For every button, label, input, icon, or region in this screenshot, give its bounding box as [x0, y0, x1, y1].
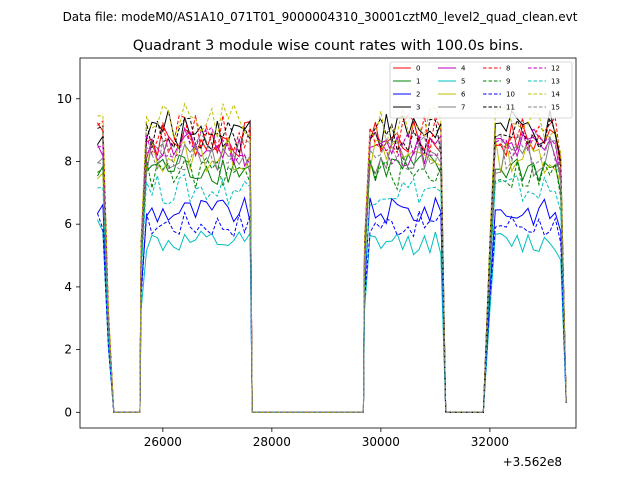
series-line-15 — [97, 132, 567, 413]
legend-label-7: 7 — [461, 104, 465, 112]
series-line-6 — [97, 136, 567, 413]
legend-label-15: 15 — [551, 104, 560, 112]
y-tick-label: 0 — [64, 405, 72, 419]
legend-label-0: 0 — [416, 65, 420, 73]
x-tick-label: 26000 — [144, 435, 182, 449]
y-tick-label: 2 — [64, 343, 72, 357]
legend-box — [389, 61, 573, 119]
axes-layer: 26000 28000 30000 32000 0 2 4 6 8 10 — [57, 92, 509, 449]
legend-label-4: 4 — [461, 65, 466, 73]
x-tick-label: 30000 — [362, 435, 400, 449]
y-tick-label: 10 — [57, 92, 72, 106]
series-line-5 — [96, 219, 567, 413]
suptitle: Data file: modeM0/AS1A10_071T01_90000043… — [63, 10, 578, 24]
series-line-0 — [97, 120, 567, 413]
chart-title: Quadrant 3 module wise count rates with … — [133, 38, 524, 54]
x-tick-label: 32000 — [471, 435, 509, 449]
series-line-8 — [97, 114, 567, 413]
legend-label-2: 2 — [416, 91, 420, 99]
series-line-10 — [96, 209, 567, 413]
legend-label-14: 14 — [551, 91, 560, 99]
legend-label-10: 10 — [506, 91, 515, 99]
legend-label-5: 5 — [461, 78, 465, 86]
legend-label-6: 6 — [461, 91, 466, 99]
series-line-11 — [97, 116, 567, 413]
legend-label-9: 9 — [506, 78, 510, 86]
y-tick-label: 4 — [64, 280, 72, 294]
plot-frame — [79, 57, 577, 429]
legend-label-8: 8 — [506, 65, 510, 73]
legend-label-11: 11 — [506, 104, 515, 112]
legend-label-3: 3 — [416, 104, 420, 112]
series-line-4 — [96, 131, 567, 413]
series-line-2 — [97, 196, 567, 413]
legend-label-13: 13 — [551, 78, 560, 86]
legend-label-12: 12 — [551, 65, 560, 73]
series-line-9 — [97, 156, 567, 413]
series-line-1 — [97, 151, 567, 413]
y-tick-label: 8 — [64, 154, 72, 168]
series-line-14 — [97, 102, 567, 413]
x-offset-label: +3.562e8 — [503, 455, 562, 469]
y-tick-label: 6 — [64, 217, 72, 231]
x-tick-label: 28000 — [253, 435, 291, 449]
legend-label-1: 1 — [416, 78, 420, 86]
series-layer — [96, 102, 567, 413]
